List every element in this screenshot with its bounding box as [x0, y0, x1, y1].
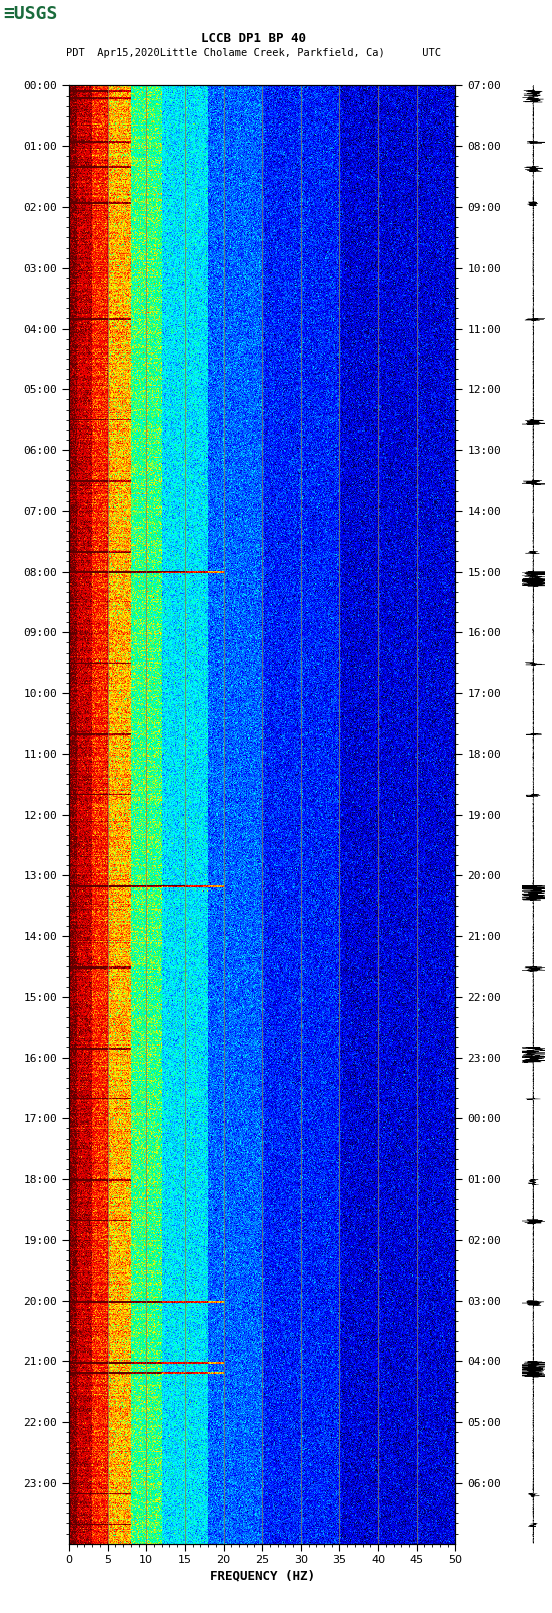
Text: PDT  Apr15,2020Little Cholame Creek, Parkfield, Ca)      UTC: PDT Apr15,2020Little Cholame Creek, Park… [66, 48, 442, 58]
Text: LCCB DP1 BP 40: LCCB DP1 BP 40 [201, 32, 306, 45]
X-axis label: FREQUENCY (HZ): FREQUENCY (HZ) [210, 1569, 315, 1582]
Text: ≡USGS: ≡USGS [3, 5, 57, 23]
